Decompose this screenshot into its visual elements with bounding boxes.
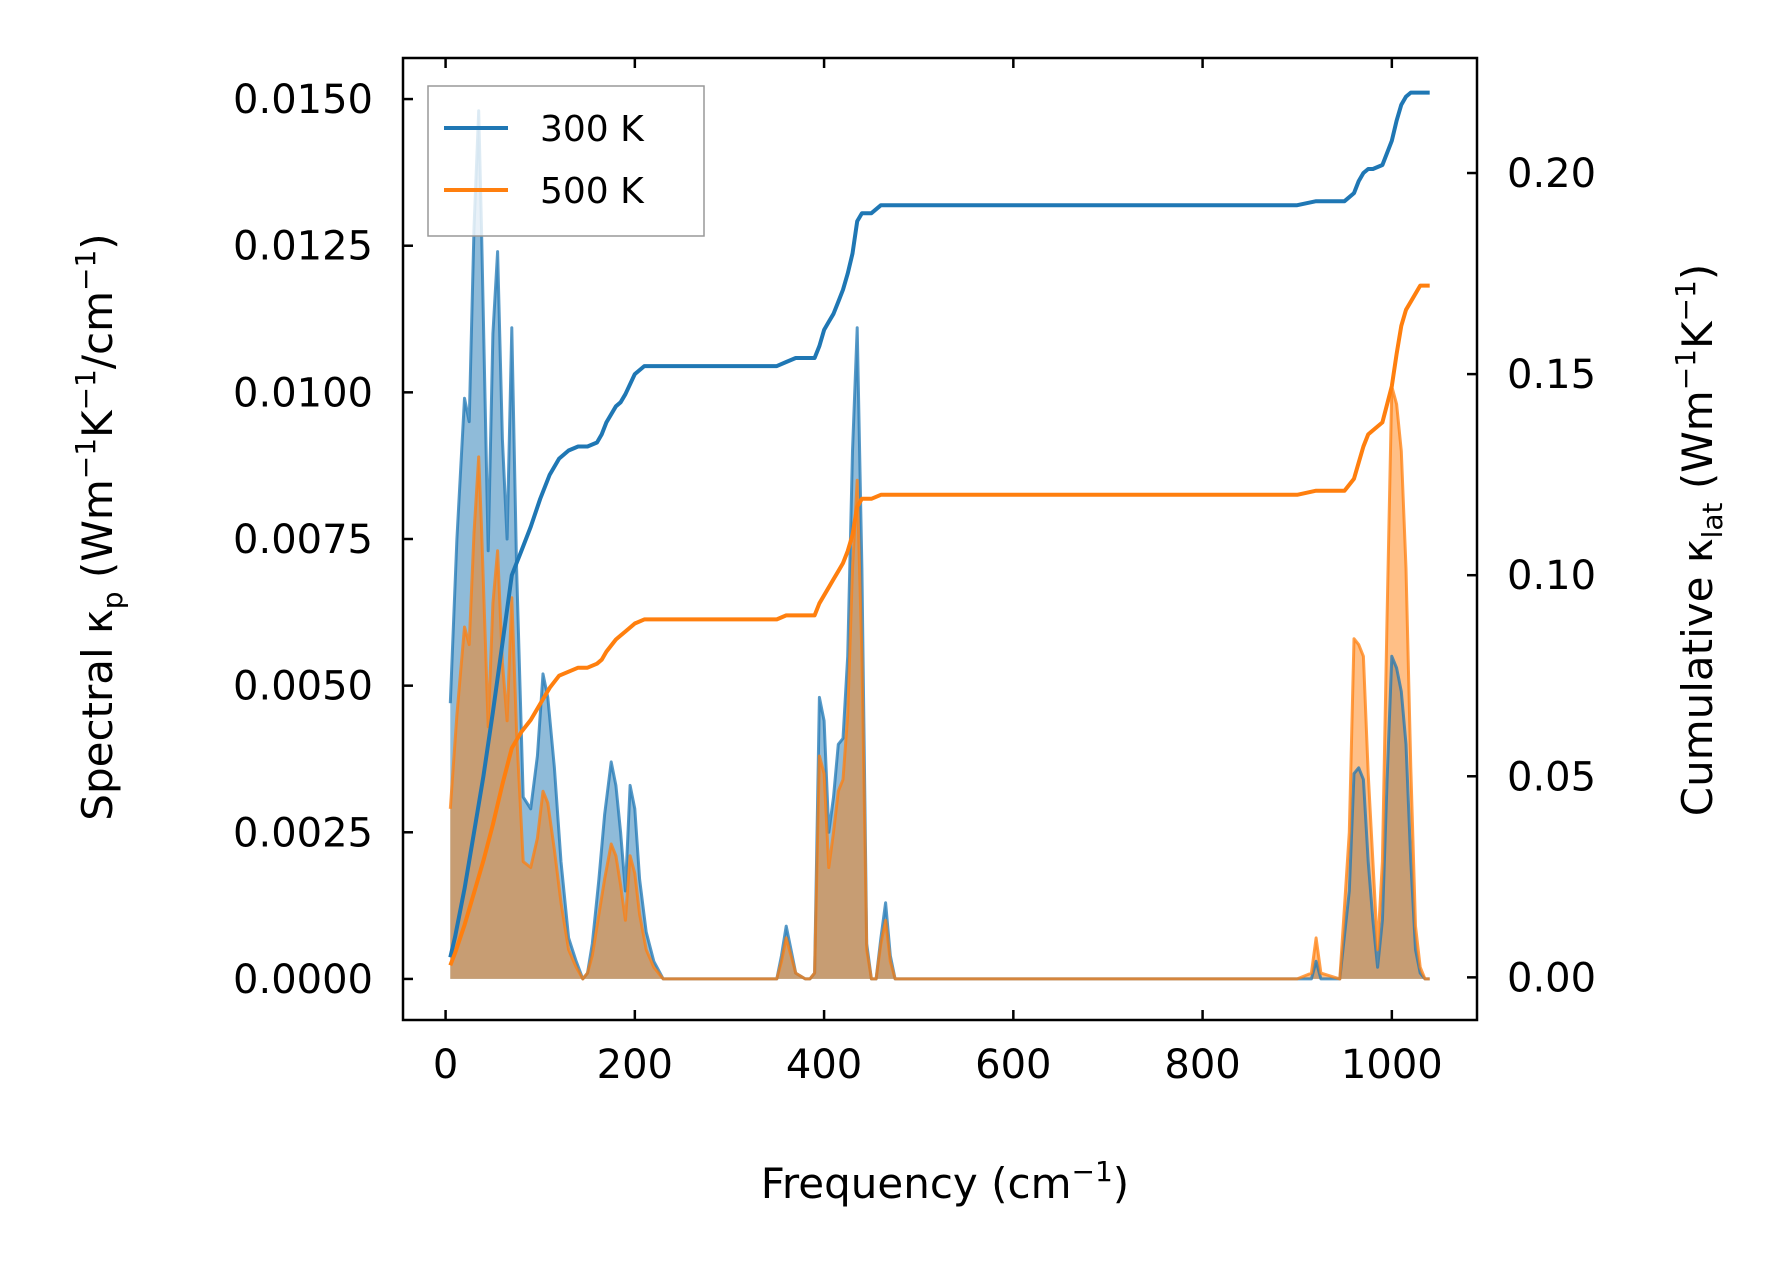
x-tick-label: 0 bbox=[433, 1042, 458, 1088]
cumulative-line-300k bbox=[448, 90, 1430, 958]
x-tick-label: 200 bbox=[597, 1042, 673, 1088]
y-left-tick-label: 0.0125 bbox=[233, 224, 373, 270]
y-left-tick-label: 0.0000 bbox=[233, 957, 373, 1003]
legend: 300 K 500 K bbox=[427, 85, 705, 237]
x-tick-label: 800 bbox=[1164, 1042, 1240, 1088]
y-left-tick-label: 0.0025 bbox=[233, 810, 373, 856]
legend-label-500k: 500 K bbox=[540, 171, 645, 212]
y-left-tick-label: 0.0075 bbox=[233, 517, 373, 563]
legend-box bbox=[427, 85, 705, 237]
plot-area bbox=[448, 90, 1430, 981]
y-right-tick-label: 0.10 bbox=[1507, 553, 1596, 599]
y-axis-right-label: Cumulative κlat (Wm−1K−1) bbox=[1669, 264, 1729, 816]
y-axis-left-label: Spectral κp (Wm−1K−1/cm−1) bbox=[69, 233, 129, 820]
x-tick-label: 1000 bbox=[1341, 1042, 1443, 1088]
cumulative-line-500k bbox=[448, 283, 1430, 967]
spectral-fill-500k bbox=[450, 386, 1430, 979]
tick-marks bbox=[403, 58, 1477, 1020]
legend-label-300k: 300 K bbox=[540, 109, 645, 150]
y-right-tick-label: 0.05 bbox=[1507, 754, 1596, 800]
y-left-tick-label: 0.0100 bbox=[233, 370, 373, 416]
y-left-tick-label: 0.0150 bbox=[233, 77, 373, 123]
x-tick-label: 400 bbox=[786, 1042, 862, 1088]
y-right-tick-label: 0.15 bbox=[1507, 352, 1596, 398]
y-right-tick-label: 0.20 bbox=[1507, 151, 1596, 197]
spectral-line-500k bbox=[448, 385, 1430, 981]
x-tick-label: 600 bbox=[975, 1042, 1051, 1088]
y-right-tick-label: 0.00 bbox=[1507, 955, 1596, 1001]
y-left-tick-label: 0.0050 bbox=[233, 664, 373, 710]
tick-labels: 0 200 400 600 800 1000 0.0000 0.0025 0.0050 0.007… bbox=[233, 77, 1596, 1088]
x-axis-label: Frequency (cm−1) bbox=[761, 1155, 1129, 1208]
